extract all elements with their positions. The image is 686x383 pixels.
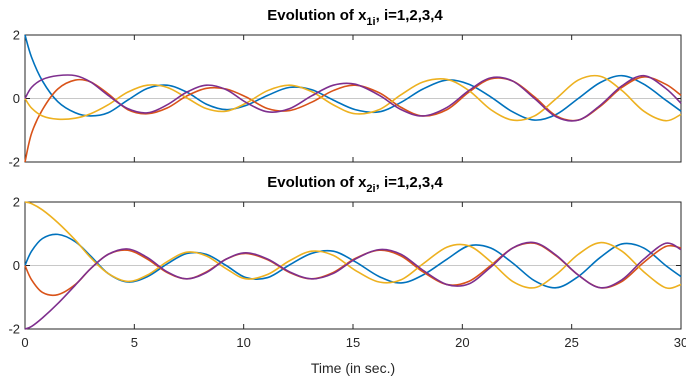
y-tick-label-top: 0 bbox=[13, 91, 20, 106]
x-tick-label: 5 bbox=[131, 335, 138, 350]
x-axis-label: Time (in sec.) bbox=[311, 360, 395, 376]
title-top-tail: , i=1,2,3,4 bbox=[376, 7, 444, 24]
x-tick-label: 10 bbox=[236, 335, 250, 350]
series-line-top-yellow bbox=[24, 74, 682, 122]
x-ticks-bottom: 0 5 10 15 20 25 30 bbox=[21, 202, 686, 350]
series-line-bottom-purple bbox=[24, 241, 682, 330]
title-top: Evolution of x1i, i=1,2,3,4 bbox=[267, 7, 443, 28]
y-tick-label-bottom: -2 bbox=[8, 322, 20, 337]
x-tick-label: 25 bbox=[564, 335, 578, 350]
subplot-bottom: Evolution of x2i, i=1,2,3,4 -202 0 5 10 15 2… bbox=[8, 174, 686, 376]
subplot-top: Evolution of x1i, i=1,2,3,4 -2 0 2 bbox=[8, 7, 682, 170]
x-tick-label: 20 bbox=[455, 335, 469, 350]
x-tick-label: 30 bbox=[674, 335, 686, 350]
series-group-bottom bbox=[24, 201, 682, 330]
series-line-top-blue bbox=[24, 34, 682, 121]
title-bottom-tail: , i=1,2,3,4 bbox=[376, 174, 444, 191]
series-group-top bbox=[24, 34, 682, 163]
title-bottom-subscript: 2i bbox=[366, 183, 375, 195]
y-tick-label-bottom: 0 bbox=[13, 258, 20, 273]
series-line-top-purple bbox=[24, 74, 682, 122]
x-tick-label: 0 bbox=[21, 335, 28, 350]
y-tick-label-top: -2 bbox=[8, 155, 20, 170]
title-bottom: Evolution of x2i, i=1,2,3,4 bbox=[267, 174, 443, 195]
y-tick-label-bottom: 2 bbox=[13, 195, 20, 210]
title-top-subscript: 1i bbox=[366, 16, 375, 28]
title-bottom-main: Evolution of x bbox=[267, 174, 367, 191]
y-tick-label-top: 2 bbox=[13, 28, 20, 43]
title-top-main: Evolution of x bbox=[267, 7, 367, 24]
x-tick-label: 15 bbox=[346, 335, 360, 350]
